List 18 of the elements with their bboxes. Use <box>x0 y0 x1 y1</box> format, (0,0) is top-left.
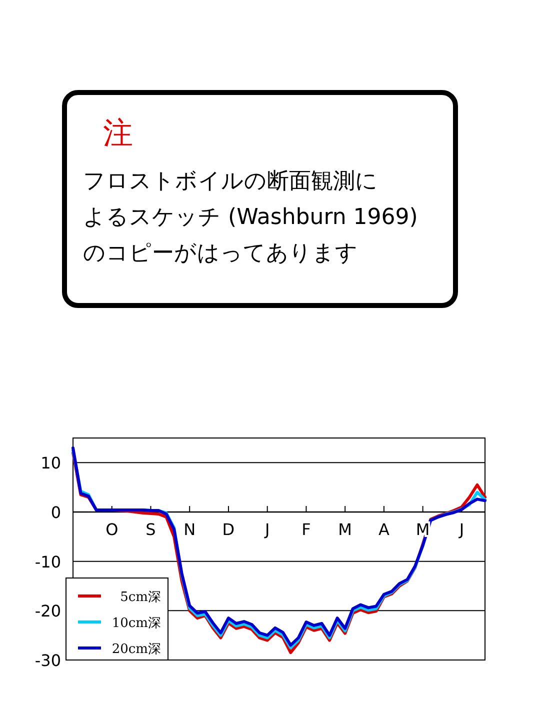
x-tick-label: O <box>106 520 118 539</box>
x-tick-label: F <box>302 520 311 539</box>
legend-label: 5cm深 <box>120 590 161 605</box>
y-tick-label: 0 <box>50 503 61 522</box>
x-tick-label: J <box>264 520 270 539</box>
x-tick-label: A <box>378 520 390 539</box>
y-tick-label: -10 <box>34 552 61 572</box>
x-tick-label: D <box>222 520 235 539</box>
x-tick-label: J <box>458 520 464 539</box>
legend-label: 10cm深 <box>112 616 161 631</box>
y-tick-label: -30 <box>34 651 61 670</box>
legend-label: 20cm深 <box>112 642 161 657</box>
x-tick-label: N <box>184 520 196 539</box>
y-tick-label: -20 <box>34 602 61 621</box>
x-tick-label: S <box>146 520 156 539</box>
note-box: 注 フロストボイルの断面観測に よるスケッチ (Washburn 1969) のコピーがはってあります <box>62 90 458 308</box>
y-tick-label: 10 <box>40 454 61 473</box>
x-tick-label: M <box>338 520 352 539</box>
